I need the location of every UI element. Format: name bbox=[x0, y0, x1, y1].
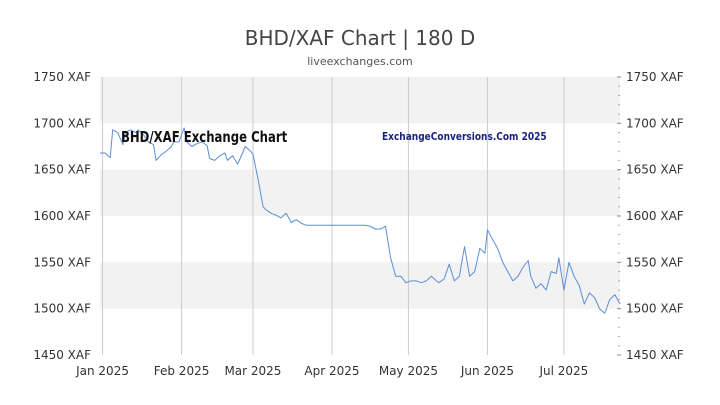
x-tick-label: Jan 2025 bbox=[75, 364, 129, 378]
watermark-left-text: BHD/XAF Exchange Chart bbox=[121, 130, 288, 147]
y-tick-label-left: 1450 XAF bbox=[33, 348, 91, 362]
x-tick-label: May 2025 bbox=[379, 364, 438, 378]
chart-title: BHD/XAF Chart | 180 D bbox=[244, 26, 476, 50]
grid-band bbox=[100, 77, 620, 124]
y-tick-label-right: 1600 XAF bbox=[626, 209, 684, 223]
y-tick-label-right: 1750 XAF bbox=[626, 70, 684, 84]
y-tick-label-right: 1550 XAF bbox=[626, 255, 684, 269]
y-tick-label-left: 1650 XAF bbox=[33, 163, 91, 177]
y-tick-label-right: 1650 XAF bbox=[626, 163, 684, 177]
y-tick-label-left: 1700 XAF bbox=[33, 116, 91, 130]
y-tick-label-right: 1450 XAF bbox=[626, 348, 684, 362]
x-tick-label: Mar 2025 bbox=[224, 364, 281, 378]
x-tick-label: Apr 2025 bbox=[304, 364, 359, 378]
grid-band bbox=[100, 262, 620, 309]
chart-subtitle: liveexchanges.com bbox=[307, 55, 413, 68]
y-tick-label-right: 1500 XAF bbox=[626, 302, 684, 316]
y-tick-label-left: 1550 XAF bbox=[33, 255, 91, 269]
x-tick-label: Jun 2025 bbox=[460, 364, 514, 378]
series-line bbox=[100, 127, 621, 314]
watermark-right-text: ExchangeConversions.Com 2025 bbox=[382, 131, 547, 143]
grid-band bbox=[100, 169, 620, 216]
y-tick-label-right: 1700 XAF bbox=[626, 116, 684, 130]
y-tick-label-left: 1600 XAF bbox=[33, 209, 91, 223]
x-tick-label: Jul 2025 bbox=[538, 364, 588, 378]
y-tick-label-left: 1500 XAF bbox=[33, 302, 91, 316]
y-tick-label-left: 1750 XAF bbox=[33, 70, 91, 84]
x-tick-label: Feb 2025 bbox=[154, 364, 210, 378]
